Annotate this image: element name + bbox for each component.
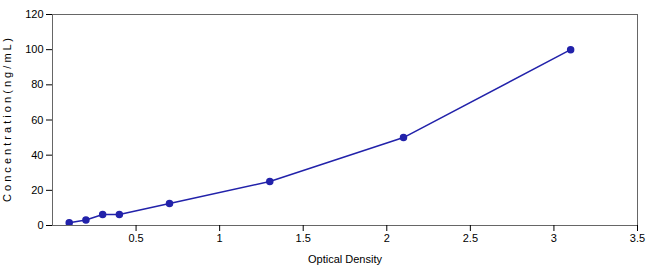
- svg-text:Optical Density: Optical Density: [308, 253, 382, 265]
- svg-text:120: 120: [25, 8, 43, 20]
- svg-text:20: 20: [31, 184, 43, 196]
- svg-text:3: 3: [551, 232, 557, 244]
- svg-text:1.5: 1.5: [296, 232, 311, 244]
- svg-text:2.5: 2.5: [463, 232, 478, 244]
- svg-text:1: 1: [217, 232, 223, 244]
- svg-text:0: 0: [37, 219, 43, 231]
- svg-text:3.5: 3.5: [630, 232, 645, 244]
- svg-text:C o n c e n t r a t i o n ( n: C o n c e n t r a t i o n ( n g / m L ): [1, 38, 13, 202]
- svg-text:100: 100: [25, 43, 43, 55]
- svg-text:60: 60: [31, 114, 43, 126]
- svg-text:2: 2: [384, 232, 390, 244]
- svg-text:80: 80: [31, 78, 43, 90]
- svg-text:0.5: 0.5: [128, 232, 143, 244]
- svg-text:40: 40: [31, 149, 43, 161]
